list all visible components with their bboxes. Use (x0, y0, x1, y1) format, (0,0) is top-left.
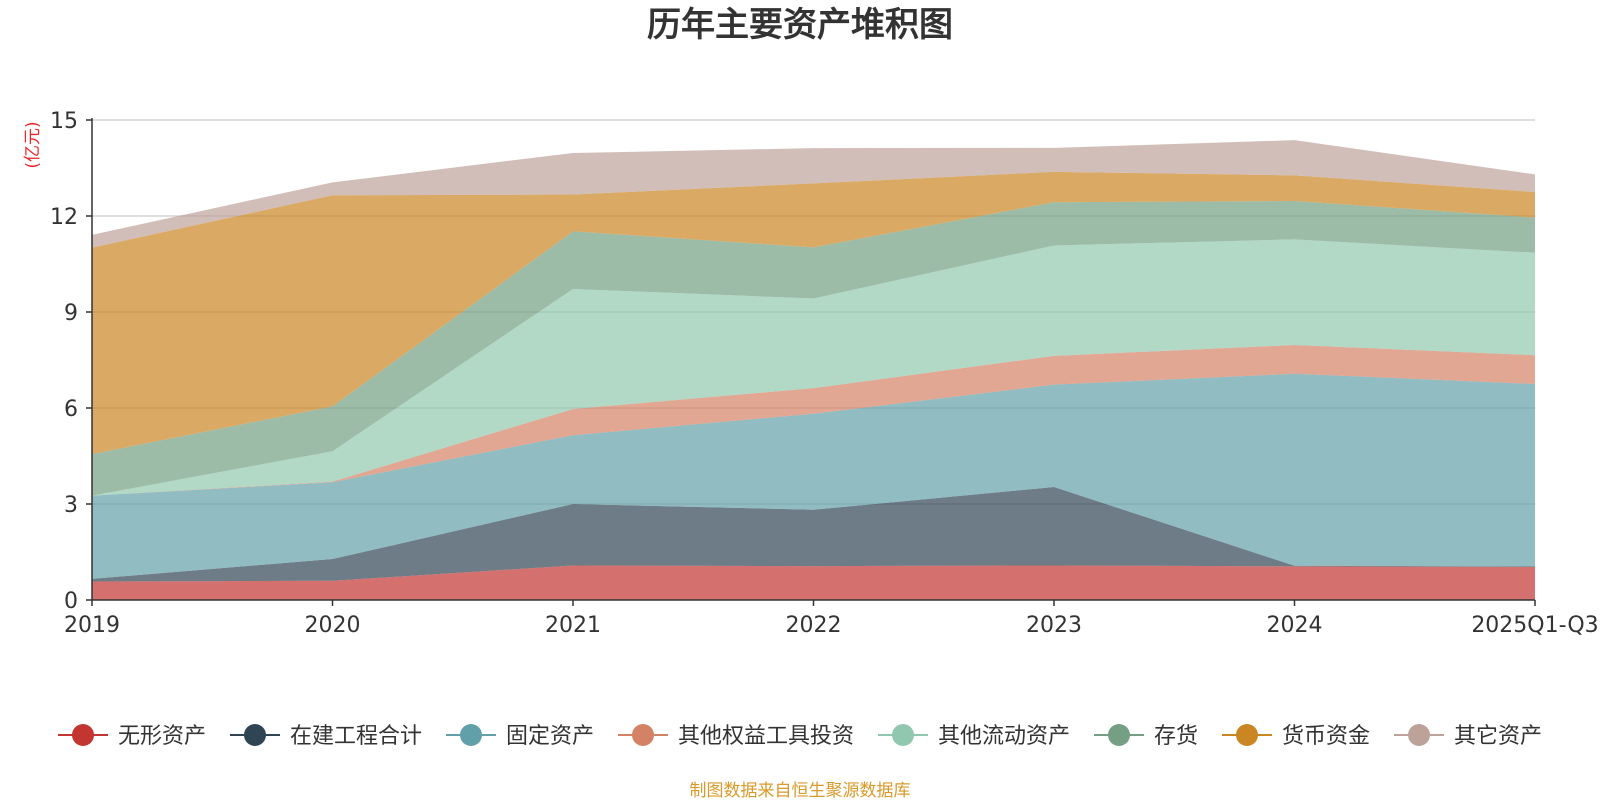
y-tick-label-1: 3 (64, 493, 78, 518)
chart-title: 历年主要资产堆积图 (647, 5, 953, 45)
area-series-0 (92, 565, 1535, 600)
legend-label-3: 其他权益工具投资 (678, 724, 854, 749)
x-tick-label-1: 2020 (305, 613, 361, 638)
y-tick-label-2: 6 (64, 397, 78, 422)
legend-marker-1 (244, 724, 266, 746)
legend-marker-4 (892, 724, 914, 746)
legend-marker-6 (1236, 724, 1258, 746)
y-tick-label-0: 0 (64, 589, 78, 614)
x-tick-label-5: 2024 (1267, 613, 1323, 638)
legend-item-6: 货币资金 (1222, 724, 1370, 749)
legend-label-6: 货币资金 (1282, 724, 1370, 749)
y-tick-label-4: 12 (50, 205, 78, 230)
legend-item-3: 其他权益工具投资 (618, 724, 854, 749)
x-tick-label-3: 2022 (786, 613, 842, 638)
area-series-3 (92, 344, 1535, 496)
y-tick-label-5: 15 (50, 109, 78, 134)
legend-item-5: 存货 (1094, 724, 1198, 749)
legend-label-0: 无形资产 (118, 724, 206, 749)
legend-label-7: 其它资产 (1454, 724, 1542, 749)
legend: 无形资产 在建工程合计 固定资产 其他权益工具投资 其他流动资产 存货 货币资金 其它资产 (58, 724, 1542, 749)
legend-item-7: 其它资产 (1394, 724, 1542, 749)
legend-marker-0 (72, 724, 94, 746)
x-tick-label-2: 2021 (545, 613, 601, 638)
x-tick-label-6: 2025Q1-Q3 (1471, 613, 1598, 638)
legend-marker-5 (1108, 724, 1130, 746)
area-series-4 (92, 239, 1535, 496)
source-note: 制图数据来自恒生聚源数据库 (690, 781, 911, 800)
legend-label-5: 存货 (1154, 724, 1198, 749)
legend-item-0: 无形资产 (58, 724, 206, 749)
legend-marker-2 (460, 724, 482, 746)
area-series-5 (92, 200, 1535, 496)
legend-label-1: 在建工程合计 (290, 724, 422, 749)
legend-label-2: 固定资产 (506, 724, 594, 749)
legend-marker-7 (1408, 724, 1430, 746)
y-axis-unit-label: (亿元) (23, 121, 43, 168)
x-tick-label-0: 2019 (64, 613, 120, 638)
area-series-1 (92, 487, 1535, 582)
x-axis-ticks: 2019 2020 2021 2022 2023 2024 2025Q1-Q3 (64, 600, 1599, 638)
legend-item-2: 固定资产 (446, 724, 594, 749)
y-axis-ticks: 0 3 6 9 12 15 (50, 109, 92, 614)
area-series-group (92, 140, 1535, 600)
x-tick-label-4: 2023 (1026, 613, 1082, 638)
area-series-2 (92, 373, 1535, 579)
area-series-7 (92, 140, 1535, 248)
legend-item-1: 在建工程合计 (230, 724, 422, 749)
y-tick-label-3: 9 (64, 301, 78, 326)
area-series-6 (92, 171, 1535, 455)
legend-item-4: 其他流动资产 (878, 724, 1070, 749)
legend-marker-3 (632, 724, 654, 746)
legend-label-4: 其他流动资产 (938, 724, 1070, 749)
